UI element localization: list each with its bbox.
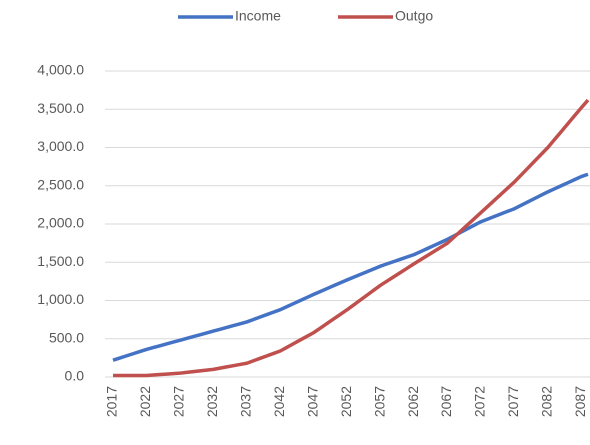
x-tick-label: 2042 (271, 386, 287, 417)
x-tick-label: 2027 (171, 386, 187, 417)
legend-label: Income (235, 8, 281, 24)
series-line (112, 172, 589, 362)
x-tick-label: 2017 (104, 386, 120, 417)
y-tick-label: 500.0 (49, 329, 84, 345)
x-tick-label: 2057 (371, 386, 387, 417)
y-tick-label: 4,000.0 (37, 62, 84, 78)
legend-label: Outgo (395, 8, 433, 24)
x-tick-label: 2077 (505, 386, 521, 417)
y-tick-label: 3,500.0 (37, 100, 84, 116)
series-line (113, 98, 590, 378)
x-tick-label: 2052 (338, 386, 354, 417)
x-tick-label: 2082 (539, 386, 555, 417)
x-tick-label: 2087 (572, 386, 588, 417)
x-tick-label: 2067 (438, 386, 454, 417)
y-tick-label: 3,000.0 (37, 138, 84, 154)
y-tick-label: 1,000.0 (37, 291, 84, 307)
x-tick-label: 2047 (304, 386, 320, 417)
x-tick-label: 2072 (472, 386, 488, 417)
y-tick-label: 0.0 (65, 368, 85, 384)
x-tick-label: 2037 (238, 386, 254, 417)
x-tick-label: 2062 (405, 386, 421, 417)
y-tick-label: 2,000.0 (37, 215, 84, 231)
x-tick-label: 2022 (137, 386, 153, 417)
y-tick-label: 1,500.0 (37, 253, 84, 269)
y-tick-label: 2,500.0 (37, 176, 84, 192)
x-tick-label: 2032 (204, 386, 220, 417)
